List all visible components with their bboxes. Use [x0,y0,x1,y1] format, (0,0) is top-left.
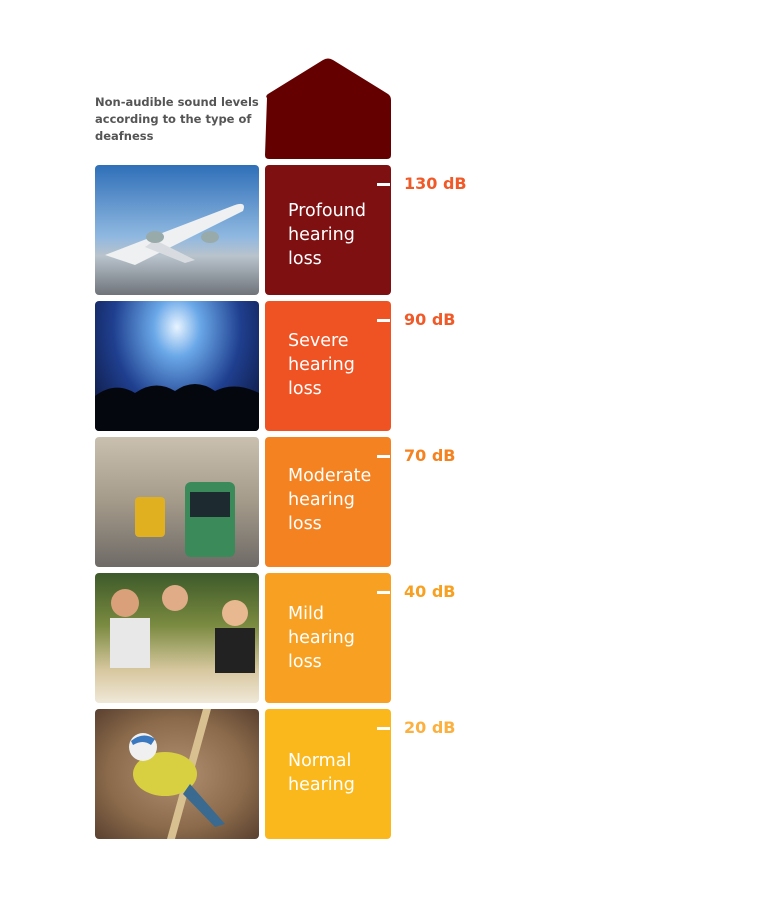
level-row-normal: Normal hearing 20 dB [95,709,495,839]
level-label: Severe hearing loss [288,331,355,399]
level-row-moderate: Moderate hearing loss 70 dB [95,437,495,567]
caption: Non-audible sound levels according to th… [95,95,259,143]
level-label: Normal hearing [288,751,355,795]
level-tick [377,319,390,322]
level-label: Profound hearing loss [288,201,366,269]
level-row-profound: Profound hearing loss 130 dB [95,165,495,295]
level-label: Moderate hearing loss [288,466,372,534]
level-tick [377,591,390,594]
db-value: 130 dB [404,174,467,193]
db-value: 40 dB [404,582,456,601]
level-box-mild: Mild hearing loss [265,573,391,703]
city-tram-photo [95,437,259,567]
house-top-shape [265,58,391,159]
bird-photo [95,709,259,839]
level-box-normal: Normal hearing [265,709,391,839]
db-value: 90 dB [404,310,456,329]
level-box-severe: Severe hearing loss [265,301,391,431]
level-label: Mild hearing loss [288,604,355,672]
db-value: 20 dB [404,718,456,737]
level-tick [377,183,390,186]
airplane-photo [95,165,259,295]
level-box-moderate: Moderate hearing loss [265,437,391,567]
level-row-severe: Severe hearing loss 90 dB [95,301,495,431]
dining-people-photo [95,573,259,703]
level-tick [377,455,390,458]
concert-photo [95,301,259,431]
db-value: 70 dB [404,446,456,465]
level-box-profound: Profound hearing loss [265,165,391,295]
level-tick [377,727,390,730]
level-row-mild: Mild hearing loss 40 dB [95,573,495,703]
